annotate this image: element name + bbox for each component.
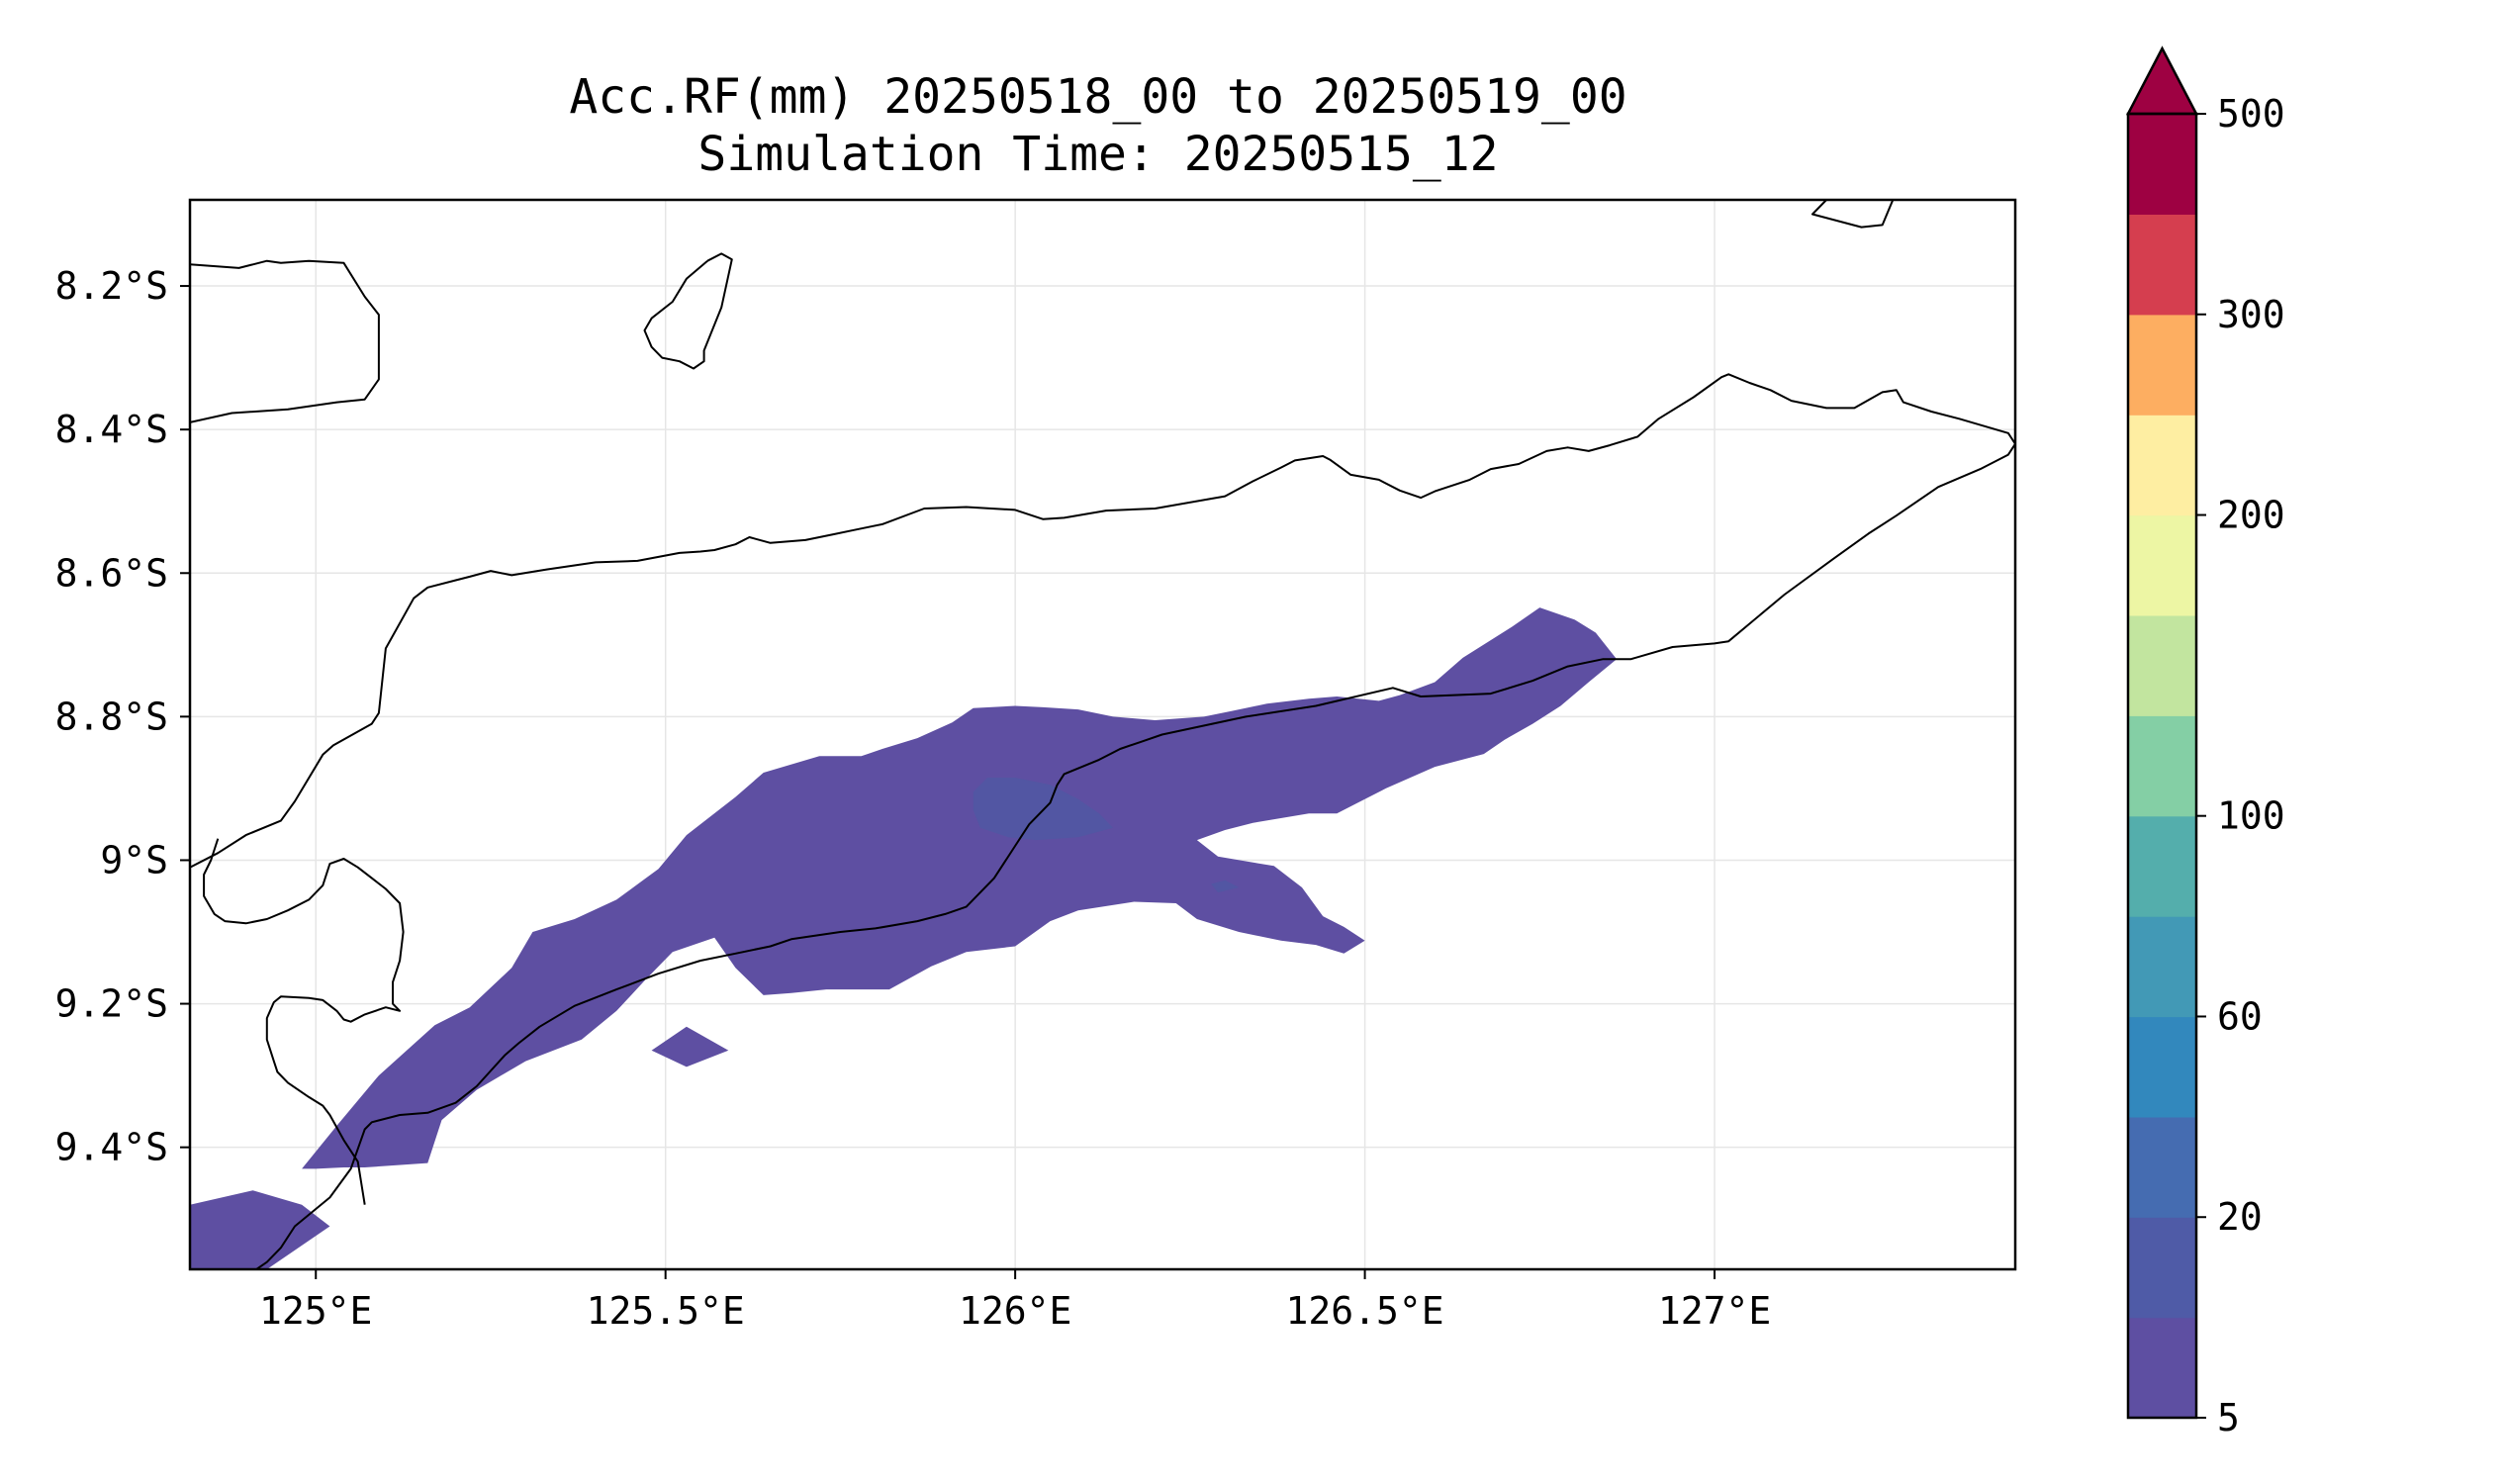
coastlines bbox=[190, 200, 2015, 1269]
colorbar-segment bbox=[2128, 916, 2196, 1018]
x-tick-label: 125.5°E bbox=[587, 1289, 745, 1333]
colorbar-segment bbox=[2128, 114, 2196, 215]
coastline bbox=[643, 252, 733, 370]
x-tick-label: 127°E bbox=[1658, 1289, 1771, 1333]
rainfall-area-5-10 bbox=[302, 607, 1618, 1169]
y-tick-label: 8.8°S bbox=[55, 695, 168, 738]
colorbar-tick-label: 300 bbox=[2217, 293, 2285, 336]
figure-title: Acc.RF(mm) 20250518_00 to 20250519_00 bbox=[569, 69, 1626, 125]
coastline bbox=[203, 838, 405, 1205]
colorbar-tick-label: 60 bbox=[2217, 994, 2263, 1038]
colorbar: 5 20 60 100 200 300 500 bbox=[2125, 46, 2285, 1439]
x-tick-label: 126.5°E bbox=[1286, 1289, 1444, 1333]
figure-subtitle: Simulation Time: 20250515_12 bbox=[697, 127, 1498, 182]
colorbar-frame bbox=[2126, 112, 2198, 1420]
colorbar-segment bbox=[2128, 1116, 2196, 1218]
colorbar-segment bbox=[2128, 614, 2196, 716]
x-tick-label: 125°E bbox=[259, 1289, 372, 1333]
latitude-ticks: 8.2°S 8.4°S 8.6°S 8.8°S 9°S 9.2°S 9.4°S bbox=[55, 264, 190, 1169]
colorbar-segment bbox=[2128, 214, 2196, 316]
y-tick-label: 8.4°S bbox=[55, 408, 168, 451]
coastline bbox=[190, 373, 2015, 1269]
rainfall-area-10-20 bbox=[1211, 880, 1240, 893]
colorbar-segment bbox=[2128, 514, 2196, 616]
rainfall-fields bbox=[190, 607, 1618, 1269]
longitude-ticks: 125°E 125.5°E 126°E 126.5°E 127°E bbox=[259, 1269, 1771, 1333]
coastline bbox=[190, 259, 380, 423]
map-frame bbox=[188, 198, 2017, 1271]
colorbar-tick-label: 20 bbox=[2217, 1195, 2263, 1239]
rainfall-area-5-10 bbox=[651, 1026, 729, 1067]
colorbar-segment bbox=[2128, 815, 2196, 917]
colorbar-segment bbox=[2128, 314, 2196, 416]
x-tick-label: 126°E bbox=[959, 1289, 1071, 1333]
colorbar-segment bbox=[2128, 715, 2196, 817]
colorbar-tick-label: 100 bbox=[2217, 794, 2285, 838]
y-tick-label: 9.2°S bbox=[55, 982, 168, 1026]
coastline bbox=[1811, 200, 1895, 229]
colorbar-segment bbox=[2128, 415, 2196, 516]
y-tick-label: 9.4°S bbox=[55, 1126, 168, 1169]
colorbar-tick-label: 5 bbox=[2217, 1396, 2240, 1439]
y-tick-label: 8.6°S bbox=[55, 551, 168, 595]
rainfall-area-5-10 bbox=[190, 1190, 330, 1269]
colorbar-tick-label: 500 bbox=[2217, 92, 2285, 136]
colorbar-tick-label: 200 bbox=[2217, 494, 2285, 537]
colorbar-extend-arrow bbox=[2125, 46, 2199, 116]
colorbar-segment bbox=[2128, 1217, 2196, 1319]
colorbar-segment bbox=[2128, 1317, 2196, 1419]
y-tick-label: 8.2°S bbox=[55, 264, 168, 308]
y-tick-label: 9°S bbox=[100, 838, 168, 881]
colorbar-segment bbox=[2128, 1016, 2196, 1118]
